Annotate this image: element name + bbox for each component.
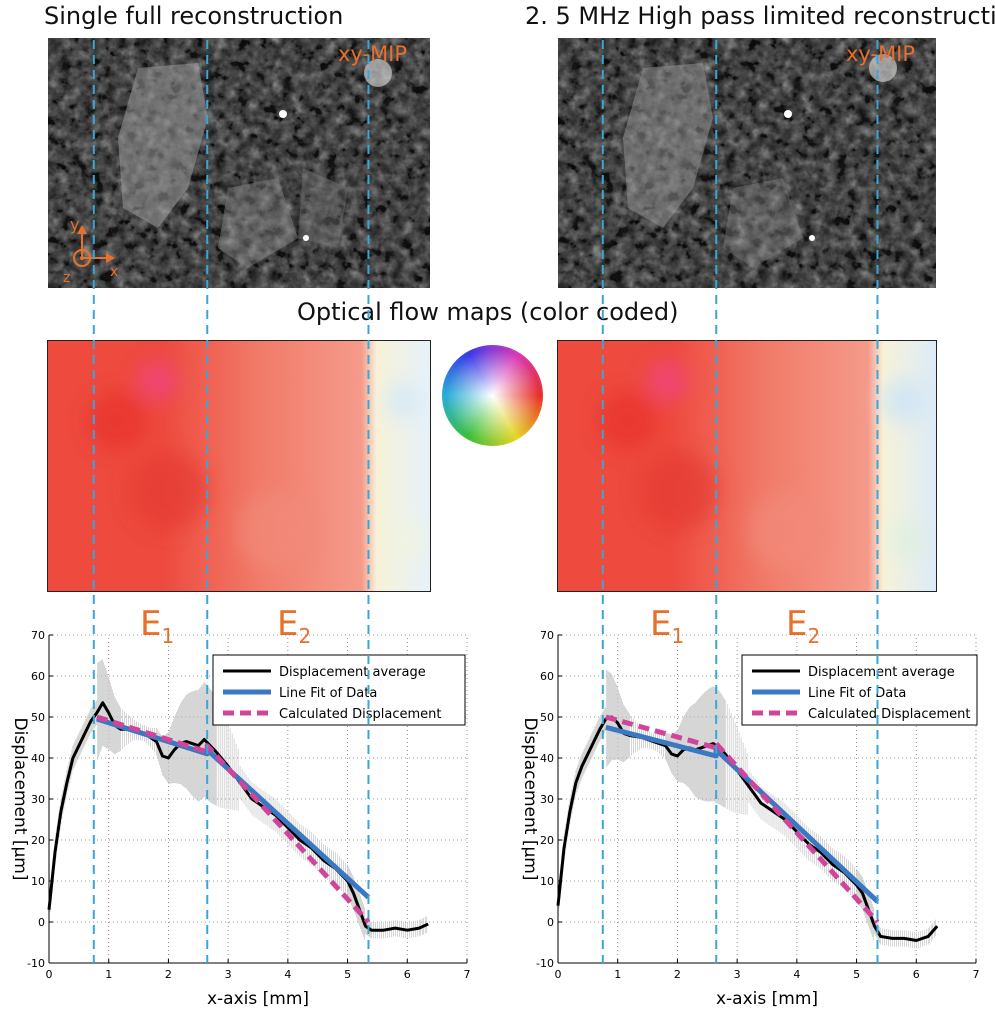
y-tick-label: 20 — [31, 834, 45, 847]
legend-label: Calculated Displacement — [279, 707, 441, 722]
y-tick-label: 50 — [540, 711, 554, 724]
y-tick-label: 40 — [31, 752, 45, 765]
x-tick-label: 3 — [225, 968, 232, 981]
right-flow-texture — [558, 341, 936, 591]
x-tick-label: 5 — [853, 968, 860, 981]
y-tick-label: 10 — [540, 875, 554, 888]
optical-flow-title: Optical flow maps (color coded) — [297, 298, 679, 326]
right-mip-texture — [558, 38, 936, 288]
x-tick-label: 6 — [404, 968, 411, 981]
y-tick-label: 50 — [31, 711, 45, 724]
e1-label-left: E1 — [140, 604, 175, 648]
x-tick-label: 0 — [555, 968, 562, 981]
x-tick-label: 7 — [464, 968, 471, 981]
y-axis-title: Displacement [µm] — [520, 718, 540, 881]
left-optical-flow-map — [47, 340, 431, 592]
y-tick-label: 0 — [38, 916, 45, 929]
right-title: 2. 5 MHz High pass limited reconstructio… — [525, 2, 995, 30]
series-line-2 — [605, 714, 880, 924]
y-tick-label: 0 — [547, 916, 554, 929]
x-tick-label: 5 — [344, 968, 351, 981]
y-tick-label: 30 — [540, 793, 554, 806]
legend-label: Line Fit of Data — [808, 686, 906, 701]
x-tick-label: 0 — [46, 968, 53, 981]
y-tick-label: 40 — [540, 752, 554, 765]
right-optical-flow-map — [557, 340, 937, 592]
y-tick-label: 60 — [31, 670, 45, 683]
left-title: Single full reconstruction — [44, 2, 344, 30]
y-axis-title: Displacement [µm] — [10, 718, 30, 881]
left-mip-texture — [48, 38, 430, 288]
x-tick-label: 1 — [614, 968, 621, 981]
axes-triad: y x z — [63, 215, 118, 285]
y-tick-label: 60 — [540, 670, 554, 683]
legend-label: Line Fit of Data — [279, 686, 377, 701]
z-axis-label: z — [63, 270, 70, 285]
legend-label: Displacement average — [808, 665, 955, 680]
x-tick-label: 4 — [284, 968, 291, 981]
x-tick-label: 2 — [674, 968, 681, 981]
e1-label-right: E1 — [650, 604, 685, 648]
legend-label: Displacement average — [279, 665, 426, 680]
y-tick-label: -10 — [536, 957, 554, 970]
right-xy-mip-label: xy-MIP — [846, 42, 916, 66]
y-tick-label: 20 — [540, 834, 554, 847]
x-tick-label: 6 — [913, 968, 920, 981]
legend-label: Calculated Displacement — [808, 707, 970, 722]
y-tick-label: -10 — [27, 957, 45, 970]
x-tick-label: 1 — [105, 968, 112, 981]
right-mip-image — [558, 38, 936, 288]
y-tick-label: 30 — [31, 793, 45, 806]
x-tick-label: 2 — [165, 968, 172, 981]
x-tick-label: 3 — [734, 968, 741, 981]
x-axis-label: x — [110, 264, 118, 280]
x-axis-title: x-axis [mm] — [716, 989, 818, 1009]
color-wheel-icon — [442, 345, 543, 446]
y-axis-label: y — [70, 215, 79, 234]
x-tick-label: 7 — [973, 968, 980, 981]
series-line-2 — [96, 714, 371, 924]
e2-label-right: E2 — [786, 604, 821, 648]
x-tick-label: 4 — [793, 968, 800, 981]
left-xy-mip-label: xy-MIP — [338, 42, 408, 66]
left-mip-image — [48, 38, 430, 288]
y-tick-label: 70 — [540, 629, 554, 642]
y-tick-label: 70 — [31, 629, 45, 642]
x-axis-title: x-axis [mm] — [207, 989, 309, 1009]
y-tick-label: 10 — [31, 875, 45, 888]
e2-label-left: E2 — [277, 604, 312, 648]
left-flow-texture — [48, 341, 430, 591]
